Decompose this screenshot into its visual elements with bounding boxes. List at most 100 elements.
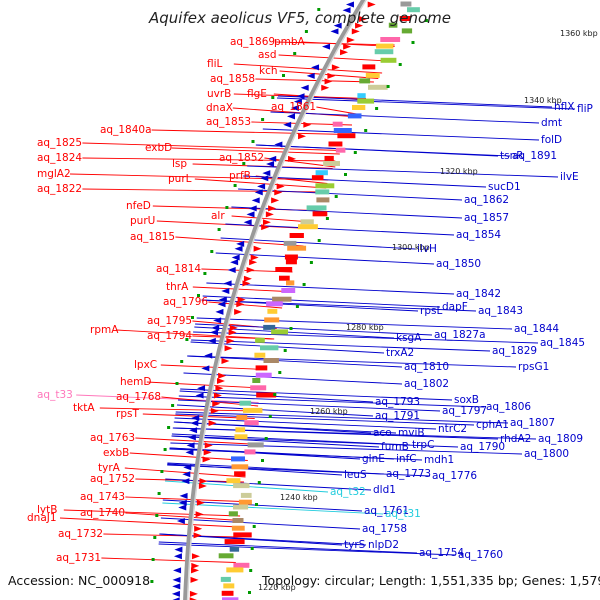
gene-label[interactable]: purU — [130, 215, 155, 227]
gene-label[interactable]: tktA — [73, 402, 95, 414]
gene-label[interactable]: mdh1 — [424, 454, 454, 466]
gene-label[interactable]: aq_1800 — [524, 448, 569, 460]
gene-label[interactable]: aq_1807 — [510, 417, 555, 429]
gene-label[interactable]: cphA1 — [476, 419, 509, 431]
gene-label[interactable]: aq_1845 — [540, 337, 585, 349]
gene-label[interactable]: soxB — [454, 394, 479, 406]
gene-label[interactable]: aq_1891 — [512, 150, 557, 162]
gene-label[interactable]: dmt — [541, 117, 562, 129]
gene-label[interactable]: aq_1740 — [80, 507, 125, 519]
gene-label[interactable]: aq_1840a — [100, 124, 152, 136]
gene-label[interactable]: aco — [373, 427, 392, 439]
gene-label[interactable]: tyrA — [98, 462, 121, 474]
gene-label[interactable]: aq_1743 — [80, 491, 125, 503]
gene-label[interactable]: dld1 — [373, 484, 396, 496]
gene-label[interactable]: ilvE — [560, 171, 579, 183]
gene-label[interactable]: aq_1773 — [386, 468, 431, 480]
gene-label[interactable]: fliP — [577, 103, 593, 115]
gene-label[interactable]: aq_t31 — [385, 508, 421, 520]
gene-label[interactable]: aq_1758 — [362, 523, 407, 535]
gene-label[interactable]: kch — [259, 65, 278, 77]
gene-label[interactable]: hemD — [120, 376, 151, 388]
gene-label[interactable]: hflX — [554, 101, 574, 113]
gene-label[interactable]: aq_1761 — [364, 505, 409, 517]
gene-label[interactable]: rpsG1 — [518, 361, 549, 373]
gene-label[interactable]: fliL — [207, 58, 223, 70]
gene-label[interactable]: aq_1842 — [456, 288, 501, 300]
gene-label[interactable]: trpC — [412, 439, 434, 451]
gene-label[interactable]: ilvH — [417, 243, 437, 255]
gene-label[interactable]: aq_1732 — [58, 528, 103, 540]
gene-label[interactable]: rpmA — [90, 324, 119, 336]
gene-label[interactable]: aq_1790 — [460, 441, 505, 453]
gene-label[interactable]: aq_t32 — [330, 486, 366, 498]
gene-label[interactable]: aq_1793 — [375, 396, 420, 408]
gene-label[interactable]: mviB — [398, 427, 425, 439]
gene-label[interactable]: aq_1827a — [434, 329, 486, 341]
gene-label[interactable]: exbB — [103, 447, 129, 459]
gene-label[interactable]: aq_1822 — [37, 183, 82, 195]
gene-label[interactable]: rhdA2 — [500, 433, 531, 445]
gene-label[interactable]: lsp — [172, 158, 187, 170]
gene-label[interactable]: aq_1825 — [37, 137, 82, 149]
gene-label[interactable]: exbD — [145, 142, 172, 154]
gene-label[interactable]: leuS — [344, 469, 367, 481]
gene-label[interactable]: aq_1763 — [90, 432, 135, 444]
gene-label[interactable]: aq_1760 — [458, 549, 503, 561]
gene-label[interactable]: aq_1814 — [156, 263, 201, 275]
gene-label[interactable]: fumB — [381, 441, 409, 453]
gene-label[interactable]: tsnR — [500, 150, 524, 162]
gene-label[interactable]: aq_1862 — [464, 194, 509, 206]
gene-label[interactable]: aq_1794 — [147, 330, 192, 342]
gene-label[interactable]: uvrB — [207, 88, 231, 100]
gene-label[interactable]: alr — [211, 210, 225, 222]
gene-label[interactable]: aq_1858 — [210, 73, 255, 85]
gene-label[interactable]: nfeD — [126, 200, 151, 212]
gene-label[interactable]: aq_1853 — [206, 116, 251, 128]
gene-label[interactable]: dapF — [442, 301, 468, 313]
gene-label[interactable]: glnE — [362, 453, 385, 465]
gene-label[interactable]: aq_1809 — [538, 433, 583, 445]
gene-label[interactable]: aq_1802 — [404, 378, 449, 390]
gene-label[interactable]: aq_1791 — [375, 410, 420, 422]
gene-label[interactable]: asd — [258, 49, 277, 61]
gene-label[interactable]: dnaX — [206, 102, 233, 114]
gene-label[interactable]: rpsL — [420, 305, 442, 317]
gene-label[interactable]: sucD1 — [488, 181, 521, 193]
gene-label[interactable]: aq_1768 — [116, 391, 161, 403]
gene-label[interactable]: dnaJ1 — [27, 512, 57, 524]
gene-label[interactable]: aq_1797 — [442, 405, 487, 417]
gene-label[interactable]: lpxC — [134, 359, 157, 371]
gene-label[interactable]: pmbA — [274, 36, 306, 48]
gene-label[interactable]: aq_1829 — [492, 345, 537, 357]
gene-label[interactable]: aq_1731 — [56, 552, 101, 564]
gene-label[interactable]: aq_1852 — [219, 152, 264, 164]
gene-label[interactable]: aq_1815 — [130, 231, 175, 243]
gene-label[interactable]: thrA — [166, 281, 189, 293]
gene-label[interactable]: aq_1854 — [456, 229, 501, 241]
gene-label[interactable]: aq_1810 — [404, 361, 449, 373]
gene-label[interactable]: aq_1795 — [147, 315, 192, 327]
gene-label[interactable]: purL — [168, 173, 192, 185]
gene-label[interactable]: flgE — [247, 88, 267, 100]
gene-label[interactable]: aq_1861 — [271, 101, 316, 113]
gene-label[interactable]: ntrC2 — [438, 423, 467, 435]
gene-label[interactable]: aq_1806 — [486, 401, 531, 413]
gene-label[interactable]: aq_1752 — [90, 473, 135, 485]
gene-label[interactable]: aq_1857 — [464, 212, 509, 224]
gene-label[interactable]: ksgA — [396, 332, 422, 344]
gene-label[interactable]: mglA2 — [37, 168, 71, 180]
gene-label[interactable]: aq_1796 — [163, 296, 208, 308]
gene-label[interactable]: trxA2 — [386, 347, 414, 359]
gene-label[interactable]: aq_1776 — [432, 470, 477, 482]
gene-label[interactable]: aq_1869 — [230, 36, 275, 48]
gene-label[interactable]: aq_1844 — [514, 323, 559, 335]
gene-label[interactable]: aq_1843 — [478, 305, 523, 317]
gene-label[interactable]: aq_t33 — [37, 389, 73, 401]
gene-label[interactable]: rpsT — [116, 408, 139, 420]
gene-label[interactable]: nlpD2 — [368, 539, 399, 551]
gene-label[interactable]: aq_1754 — [419, 547, 464, 559]
gene-label[interactable]: aq_1850 — [436, 258, 481, 270]
gene-label[interactable]: prfB — [229, 170, 251, 182]
gene-label[interactable]: aq_1824 — [37, 152, 82, 164]
